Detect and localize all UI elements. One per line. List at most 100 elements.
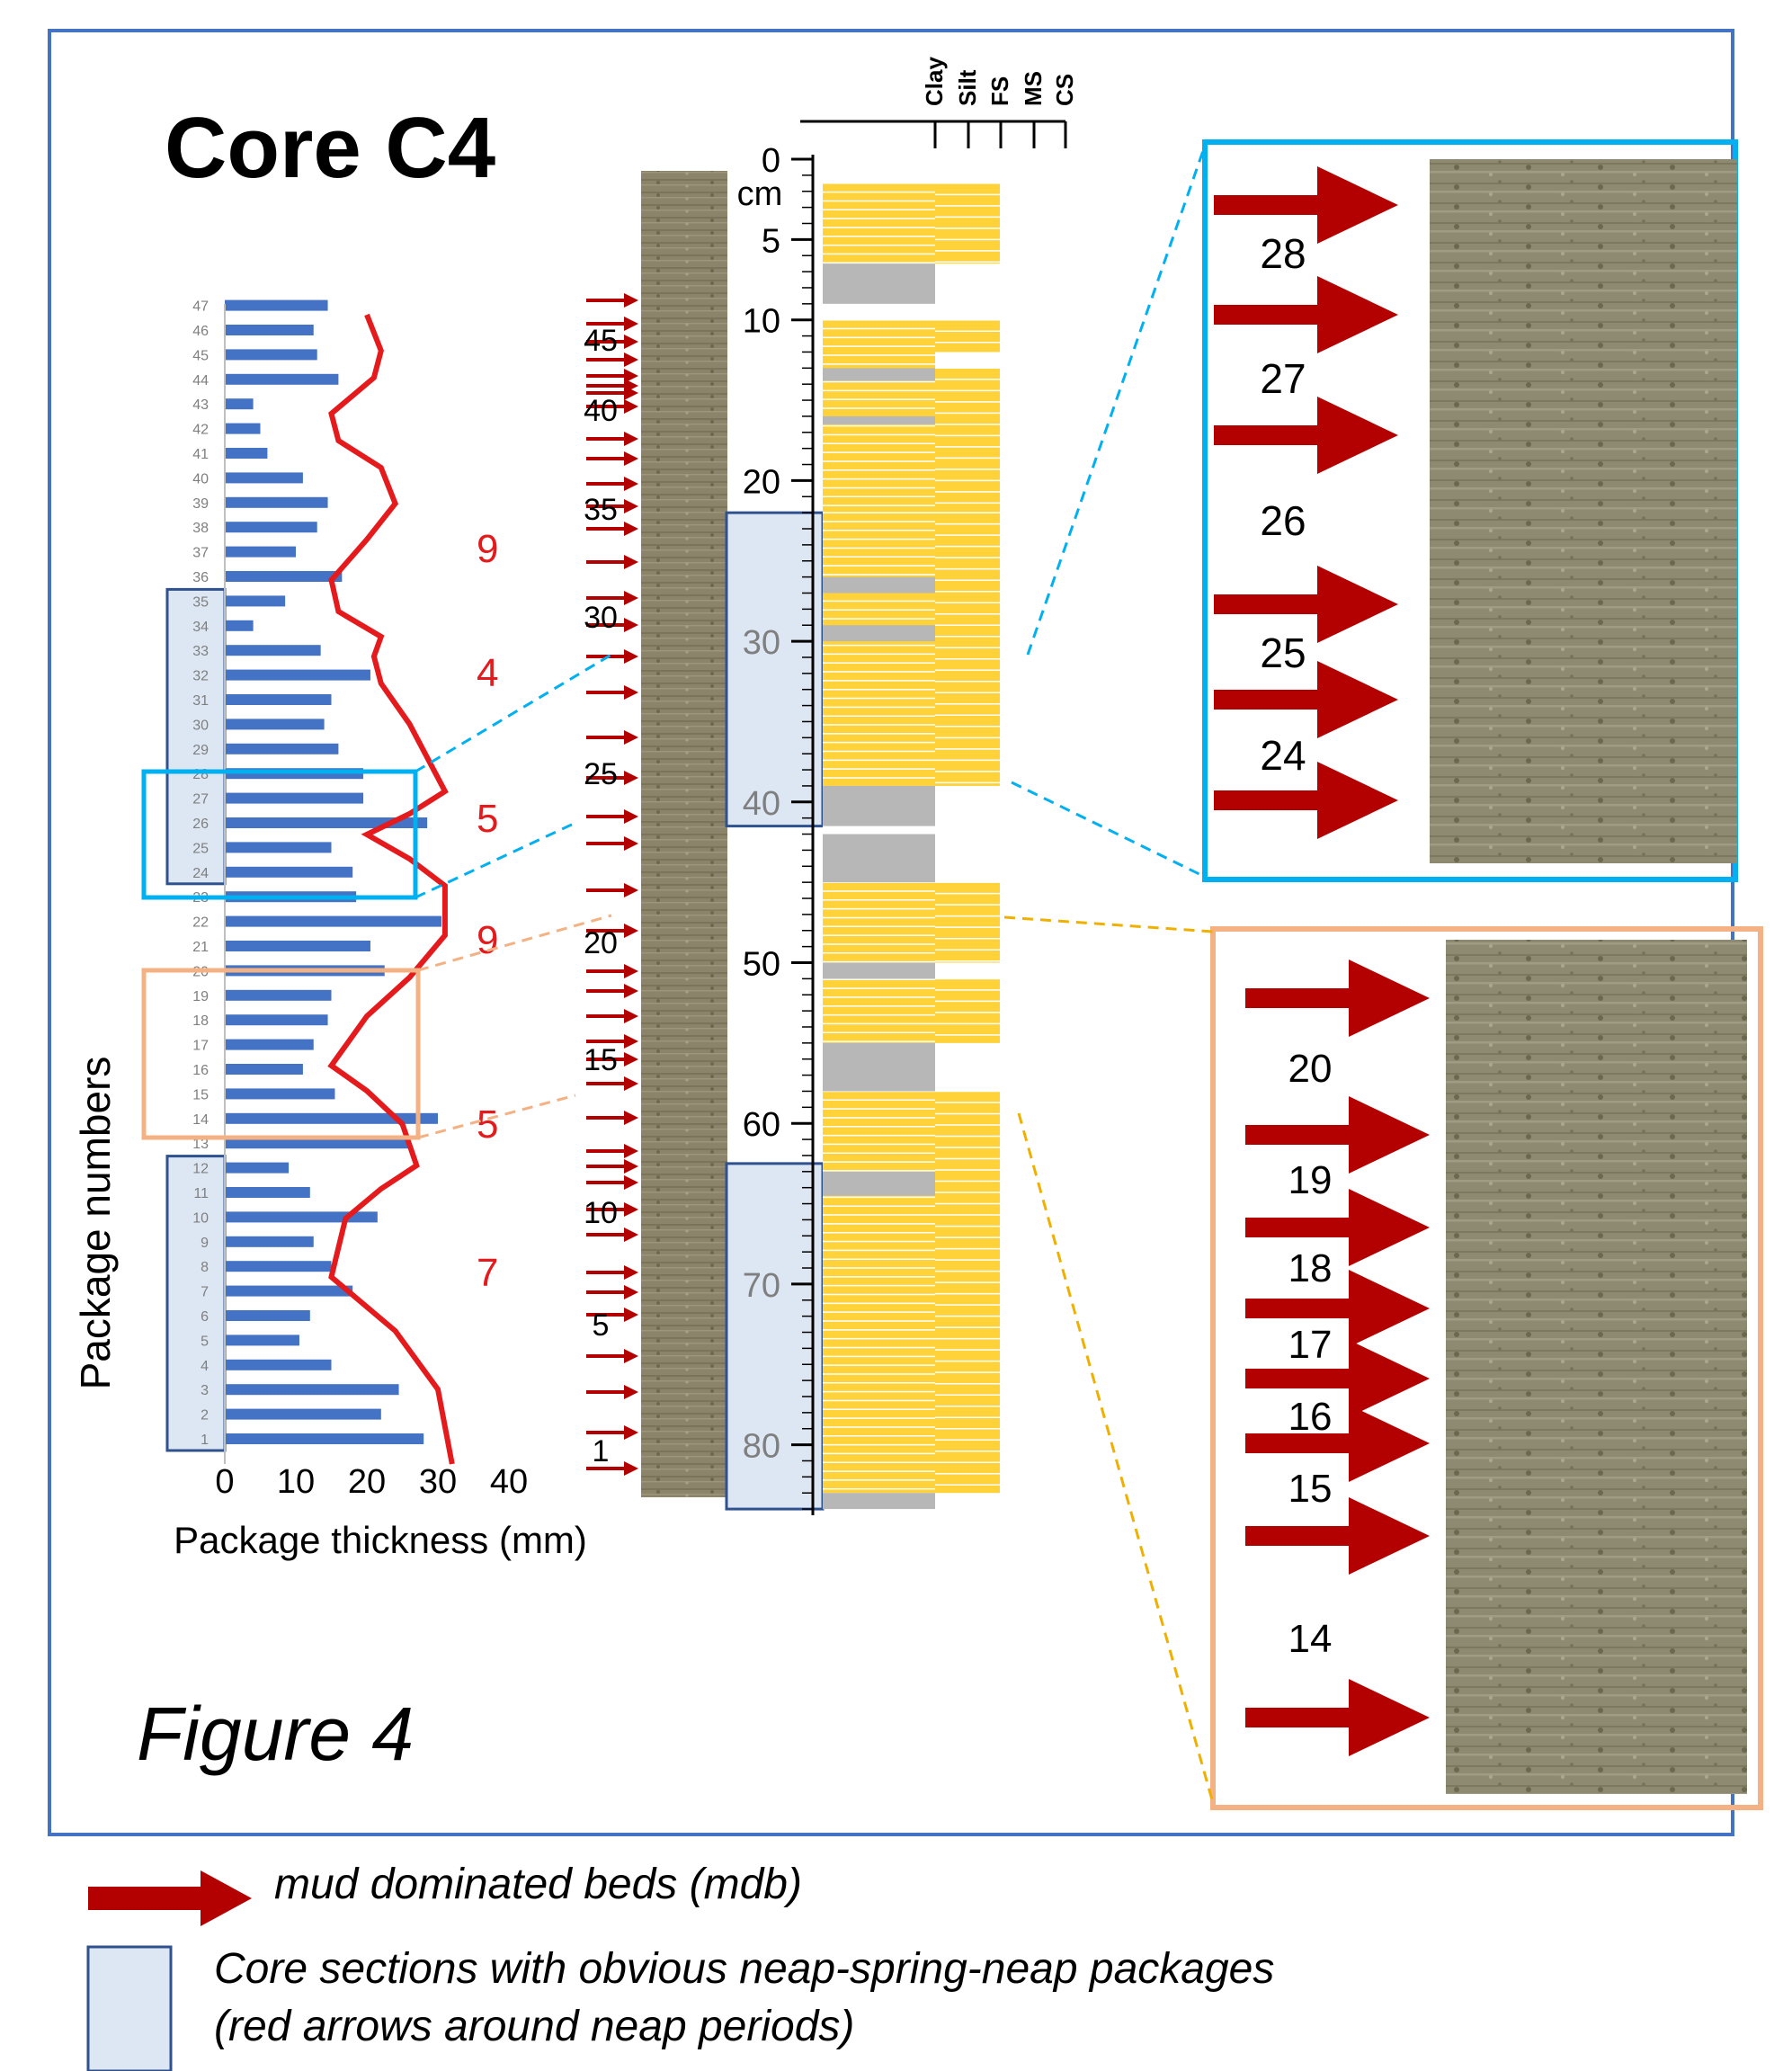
arrow-number-label: 5 <box>593 1308 610 1343</box>
core-section-boxes <box>165 587 227 1452</box>
package-number-label: 45 <box>192 348 209 363</box>
arrow-number-label: 15 <box>584 1043 618 1077</box>
package-number-label: 40 <box>192 471 209 487</box>
package-number-label: 32 <box>192 669 209 684</box>
package-number-label: 26 <box>192 817 209 832</box>
thickness-bar <box>225 669 370 681</box>
thickness-bar <box>225 325 314 335</box>
mdb-arrow <box>586 477 638 491</box>
mud-interval <box>823 415 935 424</box>
package-number-label: 2 <box>201 1408 209 1424</box>
mdb-arrow <box>586 771 638 785</box>
mud-interval <box>823 962 935 979</box>
package-number-label: 43 <box>192 397 209 413</box>
inset-package-number: 25 <box>1260 629 1306 676</box>
package-number-label: 29 <box>192 743 209 758</box>
inset-package-number: 28 <box>1260 230 1306 277</box>
thickness-bar <box>225 373 339 385</box>
package-number-label: 18 <box>192 1013 209 1029</box>
depth-tick-label: 40 <box>743 785 780 823</box>
thickness-bar <box>225 1162 290 1174</box>
legend-arrow-icon <box>88 1870 252 1926</box>
inset-arrow <box>1214 166 1398 244</box>
cycle-curve <box>327 313 455 1465</box>
arrow-number-label: 40 <box>584 394 618 428</box>
package-number-label: 11 <box>193 1186 209 1201</box>
log-section-block <box>725 511 825 828</box>
depth-tick-label: 60 <box>743 1106 780 1144</box>
mud-interval <box>823 368 935 381</box>
mdb-arrow <box>586 1265 638 1280</box>
thickness-bar <box>225 1064 303 1075</box>
cycle-count-label: 7 <box>477 1251 498 1295</box>
package-number-label: 10 <box>192 1210 209 1226</box>
mdb-arrow <box>586 555 638 569</box>
inset-arrow <box>1245 1679 1430 1756</box>
mdb-arrow <box>586 809 638 824</box>
thickness-bar <box>225 842 332 853</box>
arrow-number-label: 35 <box>584 493 618 527</box>
mud-interval <box>823 785 935 826</box>
package-number-label: 15 <box>192 1087 209 1102</box>
package-number-label: 22 <box>192 915 209 931</box>
mdb-arrow <box>586 984 638 998</box>
depth-tick-label: 80 <box>743 1428 780 1466</box>
package-number-label: 39 <box>192 496 209 512</box>
mdb-arrow <box>586 1111 638 1125</box>
inset-package-number: 19 <box>1288 1158 1333 1202</box>
arrow-number-label: 45 <box>584 324 618 358</box>
thickness-bar <box>225 522 317 533</box>
legend-sections-label: Core sections with obvious neap-spring-n… <box>214 1941 1274 2056</box>
package-number-label: 25 <box>192 841 209 856</box>
sand-interval <box>823 513 935 786</box>
package-number-label: 5 <box>201 1334 209 1349</box>
package-number-label: 31 <box>192 693 209 709</box>
package-number-label: 14 <box>192 1112 209 1128</box>
inset-arrow <box>1245 1340 1430 1417</box>
highlight-box-top <box>141 769 418 900</box>
sand-interval <box>823 183 935 264</box>
mdb-arrow <box>586 499 638 513</box>
thickness-bar <box>225 866 353 878</box>
package-number-label: 35 <box>192 594 209 610</box>
thickness-bar <box>225 448 268 459</box>
inset-arrow <box>1214 397 1398 474</box>
inset-arrow <box>1214 661 1398 738</box>
inset-package-number: 27 <box>1260 355 1306 402</box>
thickness-bar <box>225 1384 399 1396</box>
mdb-arrow <box>586 1425 638 1440</box>
package-number-label: 38 <box>192 521 209 536</box>
thickness-bar <box>225 743 339 754</box>
arrow-number-label: 25 <box>584 757 618 791</box>
x-tick-labels: 0 10 20 30 40 <box>215 1463 528 1501</box>
mdb-arrow <box>586 1076 638 1091</box>
mdb-arrow <box>586 1034 638 1049</box>
inset-arrow <box>1245 1405 1430 1482</box>
package-number-label: 4 <box>201 1359 209 1374</box>
mdb-arrow <box>586 1385 638 1399</box>
package-number-label: 37 <box>192 546 209 561</box>
mdb-arrow <box>586 1009 638 1023</box>
package-number-label: 44 <box>192 373 209 388</box>
depth-tick-label: 20 <box>743 463 780 501</box>
grain-size-scale: Clay Silt FS MS CS <box>921 57 1078 148</box>
x-tick-label: 40 <box>490 1463 528 1501</box>
sand-fine-interval <box>935 513 1000 786</box>
inset-bottom-numbers: 20 19 18 17 16 15 14 <box>1288 1047 1333 1661</box>
mdb-arrow <box>586 353 638 367</box>
sand-fine-interval <box>935 1091 1000 1494</box>
thickness-bar <box>225 817 428 828</box>
legend-mdb-label: mud dominated beds (mdb) <box>274 1861 802 1908</box>
cycle-count-label: 9 <box>477 527 498 571</box>
mdb-arrow <box>586 335 638 349</box>
thickness-bar <box>225 546 296 558</box>
thickness-bar <box>225 571 343 582</box>
depth-unit: cm <box>737 175 783 213</box>
mdb-arrows-core <box>586 293 638 1476</box>
thickness-bar <box>225 1261 332 1272</box>
thickness-bar <box>225 1138 410 1149</box>
mdb-arrow <box>586 1349 638 1363</box>
mdb-arrow <box>586 685 638 700</box>
thickness-bar <box>225 915 441 927</box>
arrow-number-label: 1 <box>593 1434 610 1468</box>
